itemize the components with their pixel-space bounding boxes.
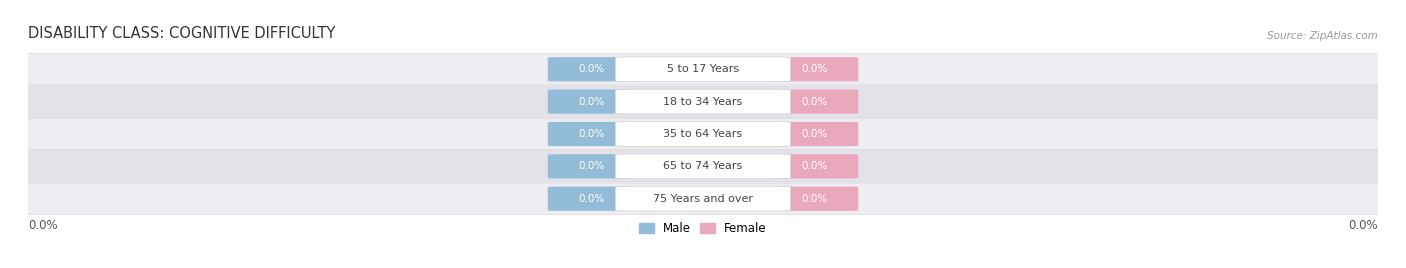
Text: 0.0%: 0.0% xyxy=(801,194,828,204)
FancyBboxPatch shape xyxy=(770,154,858,178)
FancyBboxPatch shape xyxy=(770,90,858,114)
Text: 35 to 64 Years: 35 to 64 Years xyxy=(664,129,742,139)
FancyBboxPatch shape xyxy=(616,187,790,211)
Text: 0.0%: 0.0% xyxy=(801,64,828,74)
Text: 65 to 74 Years: 65 to 74 Years xyxy=(664,161,742,171)
Text: 0.0%: 0.0% xyxy=(578,129,605,139)
Text: 0.0%: 0.0% xyxy=(801,161,828,171)
FancyBboxPatch shape xyxy=(18,54,1388,85)
FancyBboxPatch shape xyxy=(548,90,636,114)
FancyBboxPatch shape xyxy=(18,86,1388,117)
FancyBboxPatch shape xyxy=(548,154,636,178)
Text: 18 to 34 Years: 18 to 34 Years xyxy=(664,97,742,107)
Text: Source: ZipAtlas.com: Source: ZipAtlas.com xyxy=(1267,31,1378,41)
FancyBboxPatch shape xyxy=(616,89,790,114)
FancyBboxPatch shape xyxy=(616,57,790,81)
Text: 0.0%: 0.0% xyxy=(801,97,828,107)
FancyBboxPatch shape xyxy=(770,187,858,211)
Legend: Male, Female: Male, Female xyxy=(634,217,772,240)
FancyBboxPatch shape xyxy=(18,183,1388,214)
Text: 0.0%: 0.0% xyxy=(578,64,605,74)
Text: 0.0%: 0.0% xyxy=(1348,219,1378,232)
FancyBboxPatch shape xyxy=(18,151,1388,182)
Text: 0.0%: 0.0% xyxy=(28,219,58,232)
Text: 5 to 17 Years: 5 to 17 Years xyxy=(666,64,740,74)
FancyBboxPatch shape xyxy=(770,122,858,146)
Text: 75 Years and over: 75 Years and over xyxy=(652,194,754,204)
Text: 0.0%: 0.0% xyxy=(578,97,605,107)
Text: 0.0%: 0.0% xyxy=(578,194,605,204)
FancyBboxPatch shape xyxy=(616,122,790,146)
FancyBboxPatch shape xyxy=(548,57,636,81)
FancyBboxPatch shape xyxy=(616,154,790,179)
FancyBboxPatch shape xyxy=(770,57,858,81)
FancyBboxPatch shape xyxy=(18,118,1388,150)
FancyBboxPatch shape xyxy=(548,187,636,211)
FancyBboxPatch shape xyxy=(548,122,636,146)
Text: 0.0%: 0.0% xyxy=(578,161,605,171)
Text: 0.0%: 0.0% xyxy=(801,129,828,139)
Text: DISABILITY CLASS: COGNITIVE DIFFICULTY: DISABILITY CLASS: COGNITIVE DIFFICULTY xyxy=(28,26,336,41)
